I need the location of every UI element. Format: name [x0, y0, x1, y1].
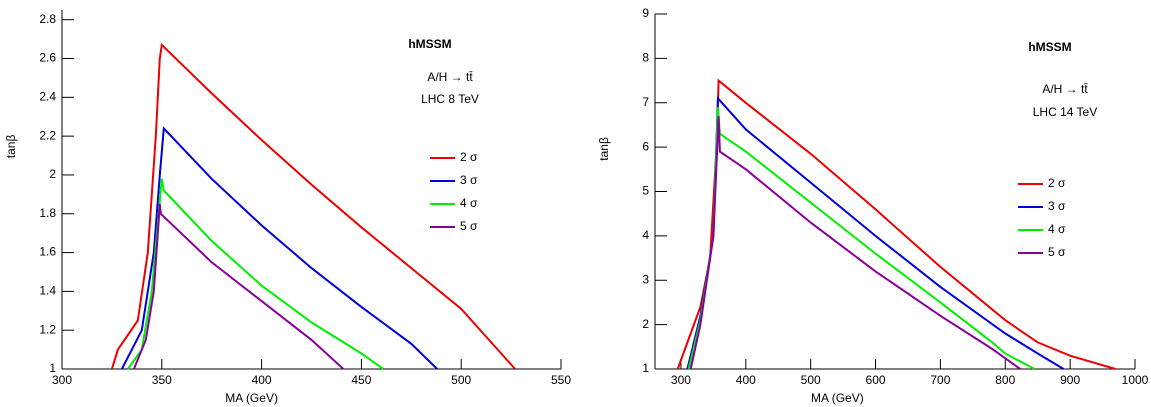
x-axis-label: MA (GeV): [225, 391, 278, 405]
legend-label: 3 σ: [460, 173, 478, 187]
y-tick-label: 1.6: [39, 245, 56, 259]
legend-label: 4 σ: [1048, 222, 1066, 236]
x-tick-label: 1000: [1122, 373, 1149, 387]
y-tick-label: 2: [49, 167, 56, 181]
y-tick-label: 2.2: [39, 128, 56, 142]
series-line: [676, 78, 1116, 370]
x-tick-label: 300: [52, 373, 72, 387]
chart-title: hMSSM: [1028, 40, 1071, 54]
x-tick-label: 450: [351, 373, 371, 387]
legend-label: 2 σ: [460, 150, 478, 164]
series-line: [121, 126, 438, 370]
legend-label: 2 σ: [1048, 176, 1066, 190]
legend-label: 4 σ: [460, 196, 478, 210]
y-tick-label: 7: [642, 95, 649, 109]
y-tick-label: 2: [642, 317, 649, 331]
x-tick-label: 500: [801, 373, 821, 387]
series-line: [689, 116, 1021, 370]
series-line: [687, 107, 1035, 370]
y-tick-label: 4: [642, 228, 649, 242]
x-tick-label: 500: [451, 373, 471, 387]
y-tick-label: 9: [642, 6, 649, 20]
y-tick-label: 8: [642, 51, 649, 65]
y-axis-label: tanβ: [597, 137, 611, 161]
series-line: [110, 42, 516, 370]
y-tick-label: 3: [642, 272, 649, 286]
series-line: [132, 203, 345, 370]
y-tick-label: 2.8: [39, 12, 56, 26]
legend-label: 5 σ: [460, 219, 478, 233]
y-tick-label: 1: [49, 361, 56, 375]
x-axis-label: MA (GeV): [811, 391, 864, 405]
annotation: A/H → tt̄: [427, 70, 473, 84]
chart-title: hMSSM: [408, 37, 451, 51]
y-tick-label: 1: [642, 361, 649, 375]
x-tick-label: 400: [252, 373, 272, 387]
x-tick-label: 550: [551, 373, 571, 387]
y-tick-label: 2.4: [39, 89, 56, 103]
y-tick-label: 2.6: [39, 51, 56, 65]
y-tick-label: 6: [642, 139, 649, 153]
y-tick-label: 5: [642, 184, 649, 198]
annotation: LHC 14 TeV: [1033, 105, 1097, 119]
y-tick-label: 1.4: [39, 284, 56, 298]
series-line: [686, 95, 1065, 370]
x-tick-label: 900: [1060, 373, 1080, 387]
series-line: [127, 178, 384, 370]
x-tick-label: 600: [866, 373, 886, 387]
x-tick-label: 350: [152, 373, 172, 387]
x-tick-label: 700: [930, 373, 950, 387]
y-tick-label: 1.8: [39, 206, 56, 220]
annotation: A/H → tt̄: [1042, 82, 1088, 96]
y-tick-label: 1.2: [39, 322, 56, 336]
x-tick-label: 300: [671, 373, 691, 387]
y-axis-label: tanβ: [4, 135, 18, 159]
legend-label: 5 σ: [1048, 245, 1066, 259]
legend-label: 3 σ: [1048, 199, 1066, 213]
x-tick-label: 400: [736, 373, 756, 387]
x-tick-label: 800: [995, 373, 1015, 387]
annotation: LHC 8 TeV: [421, 92, 479, 106]
